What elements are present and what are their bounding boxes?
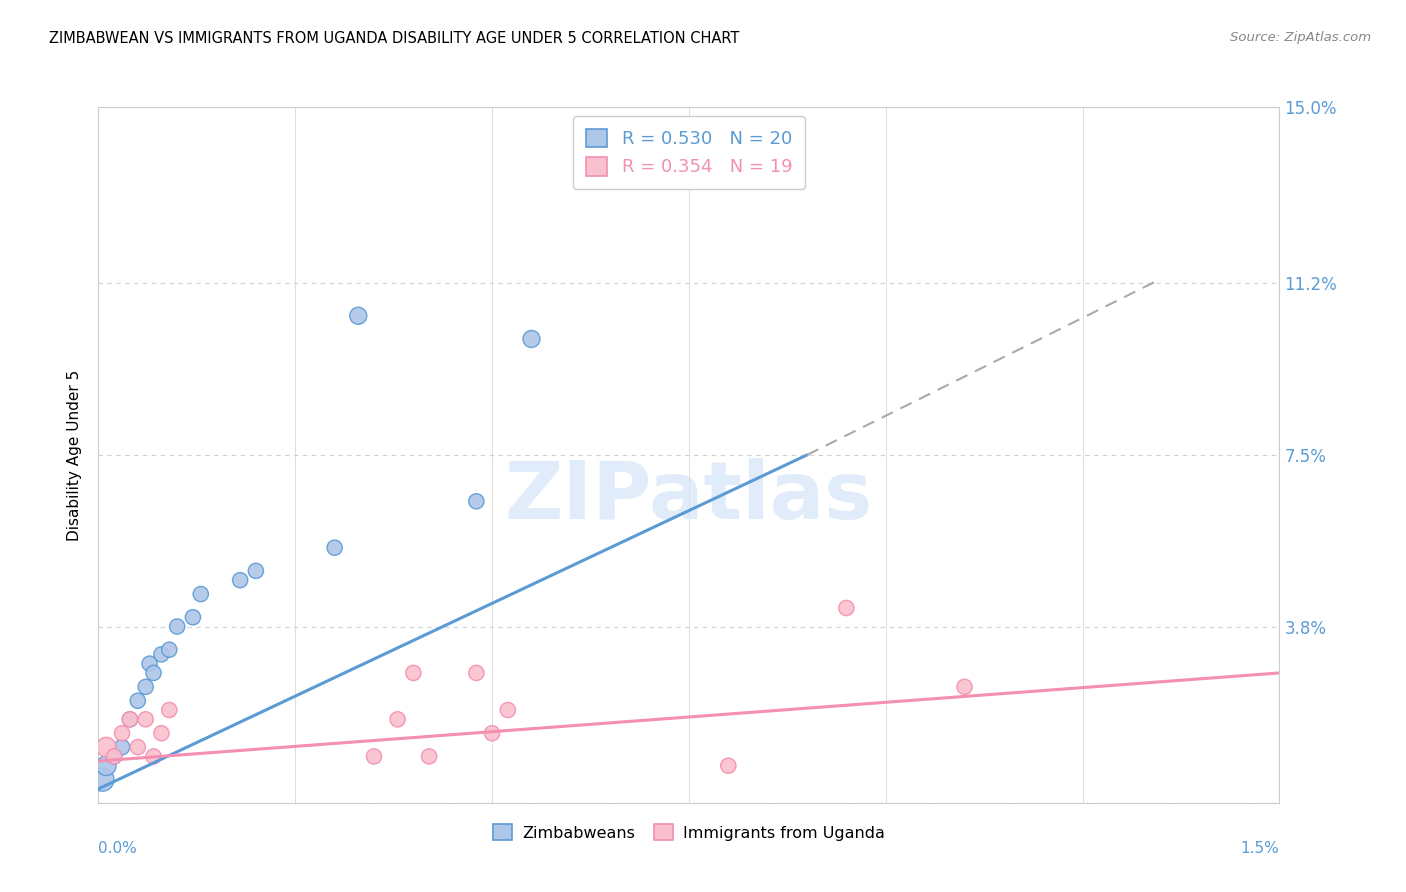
Point: [181, 610, 204, 624]
Point: [111, 726, 134, 740]
Point: [127, 740, 149, 755]
Point: [135, 712, 157, 726]
Text: 1.5%: 1.5%: [1240, 841, 1279, 856]
Point: [150, 648, 173, 662]
Point: [91, 772, 114, 787]
Point: [323, 541, 346, 555]
Point: [135, 680, 157, 694]
Point: [465, 665, 488, 680]
Point: [118, 712, 141, 726]
Legend: Zimbabweans, Immigrants from Uganda: Zimbabweans, Immigrants from Uganda: [486, 818, 891, 847]
Point: [127, 694, 149, 708]
Text: ZIMBABWEAN VS IMMIGRANTS FROM UGANDA DISABILITY AGE UNDER 5 CORRELATION CHART: ZIMBABWEAN VS IMMIGRANTS FROM UGANDA DIS…: [49, 31, 740, 46]
Y-axis label: Disability Age Under 5: Disability Age Under 5: [67, 369, 83, 541]
Point: [835, 601, 858, 615]
Point: [118, 712, 141, 726]
Point: [96, 758, 118, 772]
Point: [520, 332, 543, 346]
Point: [347, 309, 370, 323]
Point: [138, 657, 160, 671]
Point: [190, 587, 212, 601]
Point: [387, 712, 409, 726]
Point: [96, 740, 118, 755]
Point: [465, 494, 488, 508]
Point: [142, 665, 165, 680]
Text: ZIPatlas: ZIPatlas: [505, 458, 873, 536]
Point: [157, 642, 180, 657]
Point: [418, 749, 440, 764]
Point: [103, 749, 125, 764]
Point: [157, 703, 180, 717]
Point: [363, 749, 385, 764]
Point: [150, 726, 173, 740]
Point: [402, 665, 425, 680]
Point: [103, 749, 125, 764]
Text: 0.0%: 0.0%: [98, 841, 138, 856]
Point: [496, 703, 519, 717]
Point: [953, 680, 976, 694]
Point: [717, 758, 740, 772]
Point: [229, 573, 252, 587]
Point: [142, 749, 165, 764]
Point: [111, 740, 134, 755]
Point: [481, 726, 503, 740]
Text: Source: ZipAtlas.com: Source: ZipAtlas.com: [1230, 31, 1371, 45]
Point: [166, 619, 188, 633]
Point: [245, 564, 267, 578]
